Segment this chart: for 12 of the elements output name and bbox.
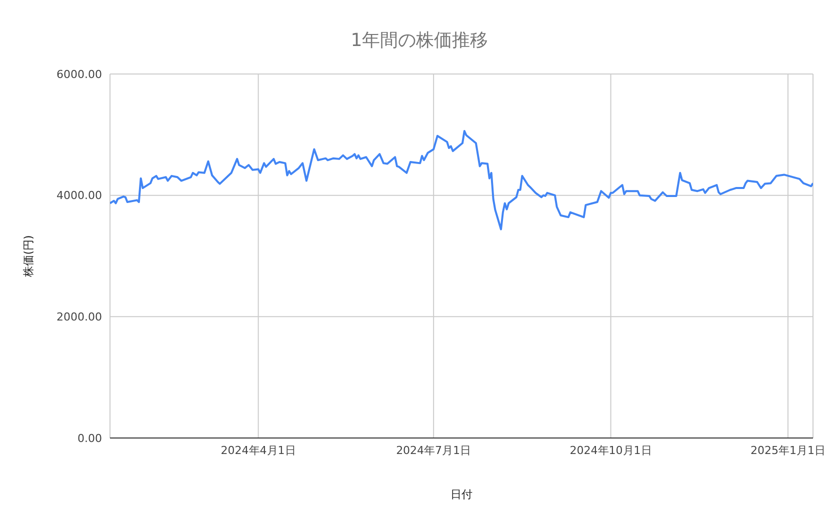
y-tick-label: 0.00: [78, 432, 102, 445]
x-axis-title: 日付: [450, 488, 472, 501]
y-tick-label: 2000.00: [56, 310, 102, 324]
line-series: [110, 130, 813, 230]
y-tick-label: 4000.00: [56, 189, 102, 202]
y-tick-label: 6000.00: [56, 68, 102, 81]
chart-title: 1年間の株価推移: [350, 29, 490, 52]
x-tick-label: 2024年7月1日: [396, 444, 472, 457]
y-axis-title: 株価(円): [22, 235, 35, 278]
x-tick-label: 2024年10月1日: [570, 444, 652, 457]
x-tick-label: 2025年1月1日: [750, 444, 826, 457]
x-tick-label: 2024年4月1日: [220, 444, 296, 457]
